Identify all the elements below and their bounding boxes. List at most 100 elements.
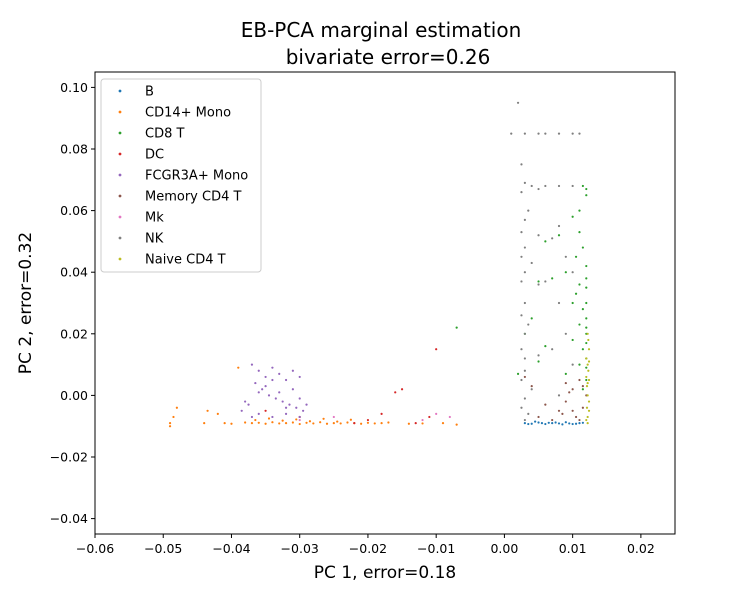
data-point	[540, 422, 544, 425]
data-point	[267, 417, 271, 420]
data-point	[585, 406, 589, 409]
data-point	[271, 415, 274, 419]
data-point	[544, 422, 547, 426]
series-7	[510, 101, 581, 422]
data-point	[587, 400, 591, 403]
legend-marker	[118, 257, 122, 261]
data-point	[530, 422, 533, 425]
data-point	[586, 415, 589, 419]
data-point	[284, 412, 288, 415]
legend-label: CD8 T	[145, 127, 184, 142]
x-tick-label: −0.06	[76, 541, 114, 556]
data-point	[561, 412, 564, 415]
data-point	[284, 378, 288, 382]
data-point	[581, 388, 584, 391]
data-point	[578, 231, 581, 234]
data-point	[264, 385, 267, 388]
data-point	[261, 388, 264, 391]
data-point	[586, 394, 589, 397]
data-point	[571, 301, 574, 305]
x-axis-label: PC 1, error=0.18	[314, 563, 456, 583]
legend: B CD14+ Mono CD8 T DC FCGR3A+ Mono Memory CD4…	[100, 78, 262, 273]
data-point	[298, 397, 301, 400]
data-point	[308, 420, 312, 423]
data-point	[523, 375, 526, 379]
data-point	[278, 422, 281, 425]
data-point	[520, 378, 523, 382]
data-point	[564, 255, 567, 258]
data-point	[520, 406, 523, 409]
data-point	[537, 283, 540, 286]
data-point	[557, 224, 561, 228]
legend-label: CD14+ Mono	[145, 106, 231, 121]
data-point	[523, 357, 526, 360]
data-point	[564, 400, 567, 403]
data-point	[250, 422, 254, 425]
data-point	[448, 415, 451, 419]
data-point	[578, 418, 581, 422]
data-point	[244, 421, 247, 424]
y-tick-label: −0.02	[50, 450, 88, 465]
data-point	[332, 422, 335, 425]
data-point	[510, 132, 513, 135]
data-point	[520, 255, 523, 258]
data-point	[587, 338, 590, 342]
data-point	[274, 397, 277, 400]
data-point	[523, 422, 526, 425]
data-point	[585, 187, 588, 191]
legend-marker	[118, 236, 122, 240]
data-point	[271, 378, 274, 382]
data-point	[544, 240, 547, 243]
data-point	[544, 345, 547, 348]
series-4	[240, 363, 308, 419]
points-layer	[168, 101, 591, 428]
data-point	[172, 415, 175, 419]
data-point	[298, 418, 301, 422]
x-tick-label: −0.04	[212, 541, 250, 556]
data-point	[587, 378, 591, 382]
data-point	[578, 422, 581, 425]
data-point	[271, 366, 274, 369]
data-point	[568, 391, 571, 394]
series-6	[298, 412, 451, 422]
data-point	[537, 421, 540, 424]
data-point	[571, 132, 574, 135]
series-0	[523, 420, 584, 426]
legend-marker	[118, 152, 122, 156]
data-point	[586, 381, 589, 385]
series-2	[455, 184, 588, 391]
data-point	[332, 415, 335, 419]
data-point	[264, 422, 267, 425]
data-point	[203, 422, 206, 425]
data-point	[578, 209, 581, 212]
data-point	[295, 406, 298, 409]
data-point	[585, 418, 588, 422]
data-point	[551, 277, 554, 280]
data-point	[520, 348, 523, 351]
data-point	[581, 184, 584, 188]
legend-label: Naive CD4 T	[145, 253, 226, 268]
data-point	[537, 280, 540, 283]
data-point	[527, 323, 530, 326]
legend-marker	[118, 131, 122, 135]
data-point	[547, 421, 550, 424]
data-point	[537, 234, 540, 237]
data-point	[578, 283, 581, 286]
data-point	[414, 422, 417, 425]
data-point	[571, 363, 574, 366]
data-point	[574, 422, 578, 425]
data-point	[250, 363, 254, 366]
data-point	[585, 378, 588, 382]
data-point	[353, 422, 356, 425]
data-point	[336, 420, 339, 423]
data-point	[554, 421, 557, 424]
x-tick-label: −0.03	[281, 541, 319, 556]
data-point	[305, 421, 308, 424]
y-tick-label: 0.10	[60, 80, 88, 95]
legend-label: NK	[145, 232, 164, 247]
data-point	[278, 391, 281, 394]
legend-marker	[118, 173, 122, 177]
data-point	[551, 237, 554, 240]
data-point	[585, 277, 588, 280]
legend-label: Memory CD4 T	[145, 190, 241, 205]
